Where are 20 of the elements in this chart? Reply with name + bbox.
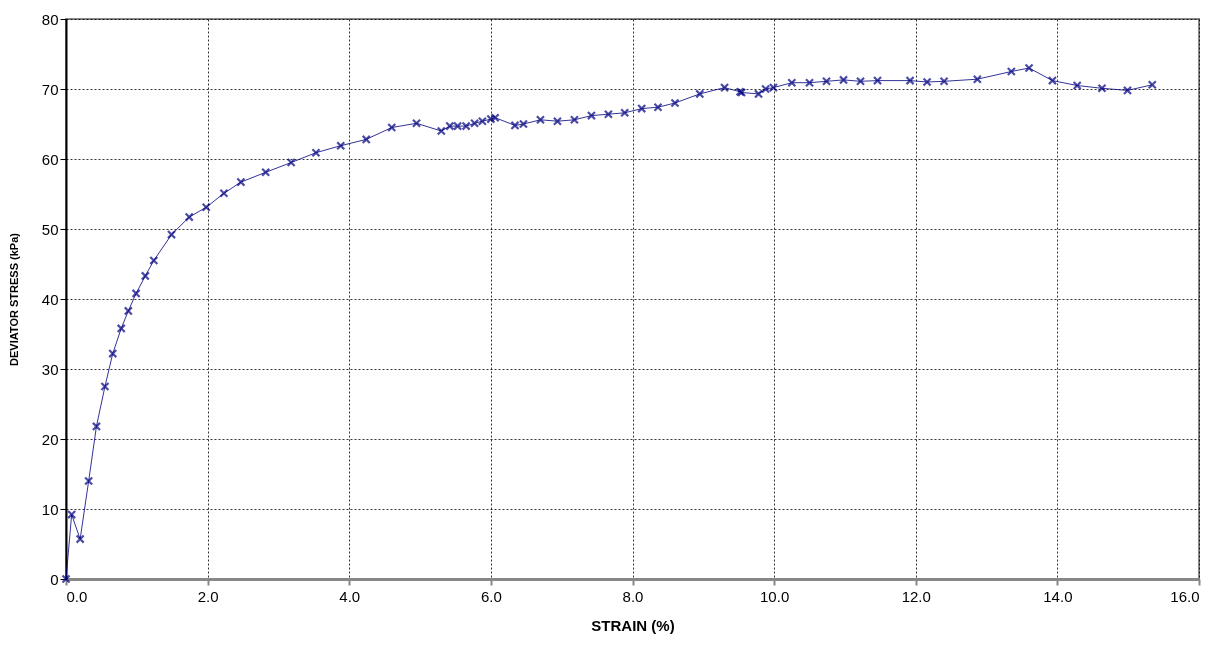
x-tick-label: 10.0	[760, 587, 790, 605]
x-tick-label: 4.0	[339, 587, 361, 605]
x-tick-label: 16.0	[1170, 587, 1200, 605]
y-tick-label: 80	[41, 10, 59, 28]
y-tick-label: 60	[41, 150, 59, 168]
y-axis-title: DEVIATOR STRESS (kPa)	[7, 232, 20, 366]
x-tick-label: 8.0	[622, 587, 644, 605]
y-tick-label: 70	[41, 80, 59, 98]
x-tick-label: 14.0	[1043, 587, 1073, 605]
x-tick-label: 6.0	[480, 587, 502, 605]
x-axis-title: STRAIN (%)	[591, 616, 675, 634]
y-tick-label: 30	[41, 360, 59, 378]
y-tick-label: 40	[41, 290, 59, 308]
y-tick-label: 0	[50, 570, 59, 588]
x-tick-label: 12.0	[901, 587, 931, 605]
y-tick-label: 10	[41, 500, 59, 518]
y-tick-label: 20	[41, 430, 59, 448]
y-tick-label: 50	[41, 220, 59, 238]
x-tick-label: 0.0	[66, 587, 88, 605]
x-tick-label: 2.0	[197, 587, 219, 605]
